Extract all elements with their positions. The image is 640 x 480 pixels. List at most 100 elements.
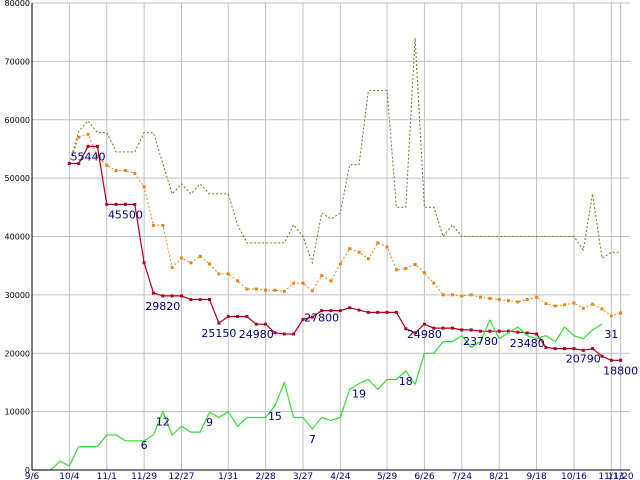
data-point-orange_dotted: [208, 262, 212, 266]
data-point-red_solid: [245, 314, 249, 318]
x-tick-label: 9/6: [25, 472, 40, 480]
data-point-orange_dotted: [198, 254, 202, 258]
data-label: 6: [141, 439, 148, 452]
series-line-olive_dotted: [68, 37, 621, 265]
x-tick-label: 11/20: [608, 472, 634, 480]
x-tick-label: 11/29: [131, 472, 157, 480]
x-tick-label: 8/21: [489, 472, 509, 480]
data-point-orange_dotted: [292, 281, 296, 285]
y-tick-label: 30000: [5, 291, 30, 300]
data-point-red_solid: [151, 291, 155, 295]
data-point-red_solid: [180, 294, 183, 298]
data-point-red_solid: [170, 294, 174, 298]
data-point-orange_dotted: [170, 265, 174, 269]
y-tick-label: 40000: [5, 233, 30, 242]
data-point-red_solid: [357, 308, 361, 312]
x-tick-label: 6/26: [414, 472, 434, 480]
data-point-red_solid: [264, 322, 268, 326]
data-point-red_solid: [469, 328, 473, 332]
data-point-orange_dotted: [329, 279, 333, 283]
data-point-orange_dotted: [544, 302, 548, 306]
data-point-red_solid: [273, 331, 277, 335]
data-point-red_solid: [310, 315, 314, 319]
data-point-red_solid: [338, 309, 342, 313]
data-point-red_solid: [348, 306, 352, 310]
x-tick-label: 10/4: [59, 472, 79, 480]
data-point-red_solid: [217, 321, 221, 325]
data-point-red_solid: [413, 331, 417, 335]
data-point-red_solid: [507, 329, 511, 333]
x-tick-label: 2/28: [255, 472, 275, 480]
data-point-red_solid: [133, 202, 137, 206]
series-olive_dotted: [68, 37, 621, 265]
data-point-orange_dotted: [507, 299, 511, 303]
y-tick-label: 20000: [5, 349, 30, 358]
data-label: 55440: [71, 150, 106, 163]
series-group: [32, 37, 623, 471]
x-tick-label: 10/16: [561, 472, 587, 480]
data-point-red_solid: [591, 347, 595, 351]
data-point-orange_dotted: [581, 306, 585, 310]
data-point-red_solid: [123, 202, 127, 206]
data-label: 15: [268, 410, 282, 423]
data-point-red_solid: [394, 310, 398, 314]
data-point-red_solid: [488, 329, 492, 333]
data-point-red_solid: [189, 298, 193, 302]
data-point-orange_dotted: [553, 304, 557, 308]
data-point-red_solid: [404, 327, 408, 331]
data-point-orange_dotted: [217, 272, 221, 276]
data-point-red_solid: [553, 347, 557, 351]
data-point-red_solid: [161, 294, 165, 298]
series-orange_dotted: [67, 132, 623, 318]
data-label: 12: [156, 416, 170, 429]
data-point-orange_dotted: [385, 245, 389, 249]
data-point-orange_dotted: [133, 171, 137, 175]
data-point-red_solid: [385, 310, 389, 314]
data-point-red_solid: [67, 162, 71, 166]
grid-lines: [31, 2, 630, 471]
data-point-red_solid: [208, 298, 212, 302]
data-point-orange_dotted: [497, 298, 501, 302]
data-point-orange_dotted: [142, 185, 146, 189]
data-point-red_solid: [479, 329, 482, 333]
data-point-orange_dotted: [86, 132, 90, 136]
data-point-red_solid: [95, 144, 99, 148]
data-point-orange_dotted: [394, 268, 398, 272]
data-point-orange_dotted: [95, 154, 99, 158]
x-tick-label: 5/29: [377, 472, 397, 480]
data-point-red_solid: [572, 347, 576, 351]
data-point-red_solid: [432, 326, 436, 330]
data-point-orange_dotted: [245, 287, 249, 291]
x-tick-label: 1/31: [218, 472, 238, 480]
data-point-orange_dotted: [488, 296, 492, 300]
series-red_solid: [67, 144, 623, 362]
data-point-orange_dotted: [572, 301, 576, 305]
data-point-orange_dotted: [282, 289, 286, 293]
data-label: 19: [352, 388, 366, 401]
data-point-orange_dotted: [366, 257, 370, 261]
data-point-orange_dotted: [123, 169, 127, 173]
data-point-red_solid: [581, 348, 585, 352]
axes: 0 10000 20000 30000 40000 50000 60000 70000 8000…: [5, 0, 634, 480]
data-point-orange_dotted: [301, 281, 305, 285]
data-point-red_solid: [236, 314, 240, 318]
data-label: 25150: [201, 327, 236, 340]
data-point-orange_dotted: [479, 295, 482, 299]
data-point-red_solid: [320, 309, 324, 313]
data-label: 45500: [108, 208, 143, 221]
data-point-red_solid: [535, 332, 539, 336]
data-point-orange_dotted: [273, 288, 277, 292]
data-label: 9: [206, 416, 213, 429]
data-label: 31: [604, 328, 618, 341]
data-point-red_solid: [77, 162, 81, 166]
x-tick-label: 7/24: [452, 472, 472, 480]
data-point-red_solid: [600, 354, 604, 358]
data-point-red_solid: [301, 317, 305, 321]
data-label: 24980: [407, 328, 442, 341]
y-tick-label: 0: [25, 466, 30, 475]
y-tick-label: 80000: [5, 0, 30, 8]
data-point-red_solid: [563, 347, 567, 351]
y-tick-label: 60000: [5, 116, 30, 125]
